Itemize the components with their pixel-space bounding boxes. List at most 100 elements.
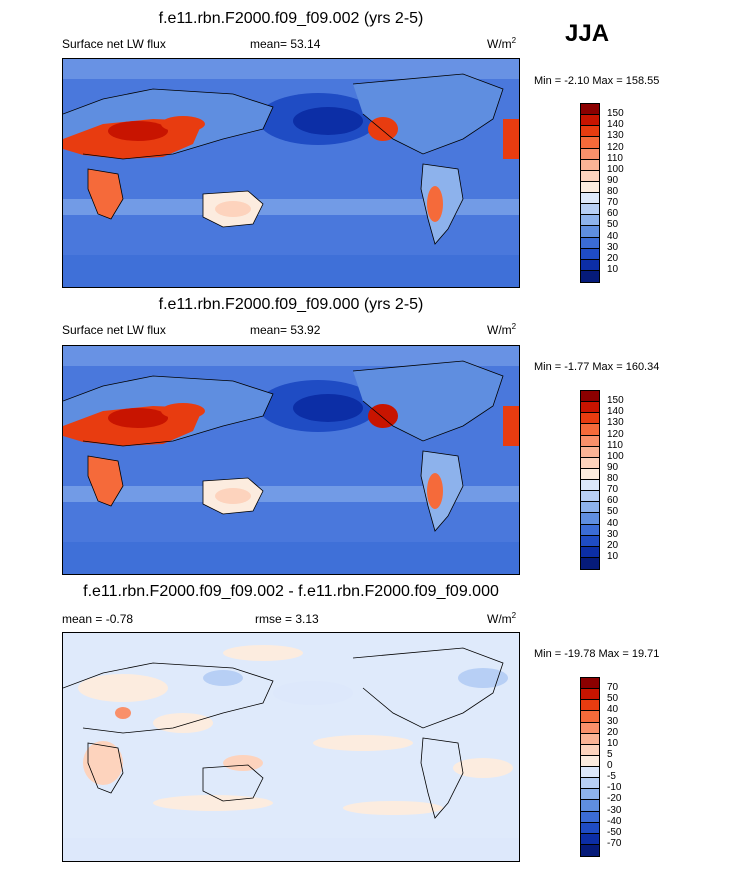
panel-1-map [62, 58, 520, 288]
panel-1-title: f.e11.rbn.F2000.f09_f09.002 (yrs 2-5) [158, 10, 424, 27]
colorbar-cell [581, 767, 599, 779]
panel-3-left-label: mean = -0.78 [62, 612, 134, 626]
colorbar-tick-label: 30 [607, 241, 619, 253]
colorbar-tick-label: 130 [607, 130, 624, 142]
colorbar-tick-label: 140 [607, 119, 624, 131]
panel-3-units: W/m2 [487, 611, 517, 626]
colorbar-cell [581, 457, 599, 469]
colorbar-tick-label: 20 [607, 252, 619, 264]
colorbar-cell [581, 159, 599, 171]
colorbar-tick-label: 80 [607, 473, 619, 484]
colorbar-cell [581, 800, 599, 812]
colorbar-cell [581, 215, 599, 227]
colorbar-cell [581, 248, 599, 260]
colorbar-cell [581, 193, 599, 205]
panel-1-units: W/m2 [487, 36, 517, 51]
colorbar-tick-label: 100 [607, 163, 624, 175]
colorbar-cell [581, 446, 599, 458]
season-label: JJA [565, 20, 610, 47]
colorbar-tick-label: 30 [607, 528, 619, 540]
colorbar-cell [581, 722, 599, 734]
panel-1-colorbar-ticks: 150 140 130 120 110 100 90 80 70 60 50 40 30 20 10 [607, 103, 637, 283]
colorbar-cell [581, 700, 599, 712]
colorbar-tick-label: 30 [607, 715, 619, 727]
colorbar-tick-label: -5 [607, 771, 616, 783]
colorbar-cell [581, 678, 599, 690]
colorbar-tick-label: 150 [607, 395, 624, 407]
colorbar-cell [581, 535, 599, 547]
colorbar-tick-label: -30 [607, 804, 622, 816]
colorbar-cell [581, 424, 599, 436]
colorbar-tick-label: -50 [607, 826, 622, 838]
panel-3-minmax: Min = -19.78 Max = 19.71 [534, 648, 660, 660]
panel-2-colorbar-ticks: 150 140 130 120 110 100 90 80 70 60 50 40 30 20 10 [607, 390, 637, 570]
colorbar-tick-label: 60 [607, 208, 619, 220]
colorbar-cell [581, 148, 599, 160]
colorbar-cell [581, 480, 599, 492]
colorbar-cell [581, 391, 599, 403]
panel-2-title: f.e11.rbn.F2000.f09_f09.000 (yrs 2-5) [158, 296, 424, 313]
colorbar-cell [581, 402, 599, 414]
colorbar-cell [581, 137, 599, 149]
panel-3-colorbar [580, 677, 600, 857]
panel-1-colorbar [580, 103, 600, 283]
colorbar-cell [581, 822, 599, 834]
colorbar-tick-label: 40 [607, 704, 619, 716]
panel-3-title: f.e11.rbn.F2000.f09_f09.002 - f.e11.rbn.… [83, 583, 499, 600]
colorbar-tick-label: 70 [607, 682, 619, 694]
colorbar-cell [581, 833, 599, 845]
colorbar-tick-label: -40 [607, 815, 622, 827]
panel-1-minmax: Min = -2.10 Max = 158.55 [534, 75, 660, 87]
colorbar-cell [581, 733, 599, 745]
colorbar-tick-label: 120 [607, 141, 624, 153]
panel-2-colorbar [580, 390, 600, 570]
colorbar-cell [581, 226, 599, 238]
panel-1-left-label: Surface net LW flux [62, 37, 166, 51]
colorbar-tick-label: 60 [607, 495, 619, 507]
colorbar-cell [581, 237, 599, 249]
colorbar-cell [581, 126, 599, 138]
colorbar-tick-label: 20 [607, 726, 619, 738]
colorbar-tick-label: 90 [607, 174, 619, 186]
colorbar-tick-label: 10 [607, 263, 619, 275]
colorbar-tick-label: 10 [607, 550, 619, 562]
colorbar-tick-label: 0 [607, 760, 613, 771]
colorbar-tick-label: 90 [607, 461, 619, 473]
colorbar-cell [581, 502, 599, 514]
panel-2-units: W/m2 [487, 322, 517, 337]
colorbar-tick-label: 5 [607, 748, 613, 760]
colorbar-cell [581, 204, 599, 216]
colorbar-tick-label: 50 [607, 693, 619, 705]
colorbar-cell [581, 778, 599, 790]
colorbar-tick-label: 100 [607, 450, 624, 462]
panel-3-colorbar-ticks: 70 50 40 30 20 10 5 0 -5 -10 -20 -30 -40 -50 -70 [607, 677, 637, 857]
colorbar-cell [581, 104, 599, 116]
panel-3-map [62, 632, 520, 862]
colorbar-cell [581, 811, 599, 823]
colorbar-tick-label: 110 [607, 152, 623, 164]
panel-2-left-label: Surface net LW flux [62, 323, 166, 337]
colorbar-tick-label: -20 [607, 793, 622, 805]
colorbar-cell [581, 491, 599, 503]
colorbar-cell [581, 259, 599, 271]
colorbar-tick-label: 80 [607, 186, 619, 197]
colorbar-tick-label: 140 [607, 406, 624, 418]
colorbar-cell [581, 755, 599, 767]
panel-3-center-label: rmse = 3.13 [255, 612, 319, 626]
colorbar-tick-label: 50 [607, 219, 619, 231]
colorbar-tick-label: 50 [607, 506, 619, 518]
colorbar-tick-label: 120 [607, 428, 624, 440]
colorbar-cell [581, 468, 599, 480]
colorbar-tick-label: 70 [607, 197, 619, 209]
colorbar-tick-label: 110 [607, 439, 623, 451]
colorbar-cell [581, 270, 599, 282]
panel-1-center-label: mean= 53.14 [250, 37, 321, 51]
panel-2-minmax: Min = -1.77 Max = 160.34 [534, 361, 660, 373]
colorbar-cell [581, 115, 599, 127]
colorbar-cell [581, 546, 599, 558]
colorbar-tick-label: 20 [607, 539, 619, 551]
panel-2-center-label: mean= 53.92 [250, 323, 321, 337]
colorbar-tick-label: 40 [607, 517, 619, 529]
colorbar-tick-label: 150 [607, 108, 624, 120]
colorbar-cell [581, 711, 599, 723]
